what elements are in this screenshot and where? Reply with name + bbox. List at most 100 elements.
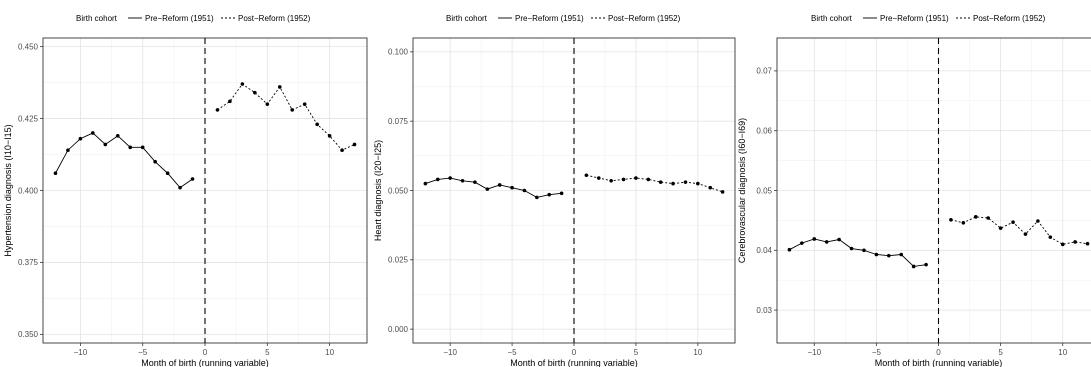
y-tick-label: 0.06 <box>756 126 772 135</box>
chart-panel-1: −10 −5 0 5 10 0.350 0.375 0.400 0.425 0.450 Month … <box>3 14 368 367</box>
data-point <box>949 218 953 222</box>
data-point <box>547 192 552 197</box>
y-tick-label: 0.375 <box>18 258 39 267</box>
x-tick-label: −10 <box>74 348 88 357</box>
data-point <box>998 226 1003 230</box>
data-point <box>510 185 514 190</box>
y-tick-label: 0.04 <box>756 246 772 255</box>
data-point <box>153 159 157 164</box>
legend-title: Birth cohort <box>811 14 853 23</box>
x-tick-label: 0 <box>203 348 208 357</box>
data-point <box>435 177 440 182</box>
data-point <box>448 176 452 180</box>
data-point <box>1073 240 1077 244</box>
y-axis-title: Cerebrovascular diagnosis (I60−I69) <box>737 118 747 263</box>
data-point <box>53 171 58 176</box>
x-tick-label: −10 <box>443 348 457 357</box>
series-line-post-reform <box>217 83 355 151</box>
data-point <box>315 122 319 127</box>
data-point <box>924 262 928 267</box>
data-point <box>1023 232 1028 236</box>
data-point <box>849 246 854 251</box>
legend-entry-pre-reform: Pre−Reform (1951) <box>515 14 584 23</box>
data-point <box>658 180 663 184</box>
data-point <box>961 220 966 225</box>
x-tick-label: 0 <box>936 348 941 357</box>
series-line-pre-reform <box>55 132 193 189</box>
x-tick-label: 10 <box>1058 348 1067 357</box>
data-point <box>899 252 904 257</box>
data-point <box>696 181 700 186</box>
data-point <box>862 248 866 253</box>
data-point <box>1060 242 1065 247</box>
data-point <box>253 90 257 95</box>
data-point <box>190 177 195 181</box>
data-point <box>140 145 145 150</box>
data-point <box>837 237 841 242</box>
data-point <box>91 131 95 135</box>
y-tick-label: 0.075 <box>388 117 409 126</box>
data-point <box>115 134 120 138</box>
data-point <box>485 187 490 191</box>
legend-entry-post-reform: Post−Reform (1952) <box>238 14 311 23</box>
x-tick-label: 10 <box>693 348 702 357</box>
data-point <box>423 181 428 186</box>
x-tick-label: 5 <box>998 348 1003 357</box>
data-point <box>460 178 465 183</box>
x-tick-label: −5 <box>508 348 518 357</box>
x-tick-label: 0 <box>572 348 577 357</box>
data-point <box>596 176 601 180</box>
data-point <box>66 148 70 153</box>
data-point <box>327 134 332 138</box>
y-tick-label: 0.100 <box>388 48 409 57</box>
legend-entry-post-reform: Post−Reform (1952) <box>608 14 681 23</box>
x-tick-label: 10 <box>325 348 334 357</box>
y-tick-label: 0.025 <box>388 256 409 265</box>
data-point <box>277 85 282 89</box>
data-point <box>352 142 357 147</box>
chart-panel-3: −10 −5 0 5 10 0.03 0.04 0.05 0.06 0.07 Month of bi… <box>737 14 1091 367</box>
data-point <box>787 247 792 252</box>
data-point <box>1085 241 1090 246</box>
data-point <box>340 148 344 153</box>
data-point <box>1048 235 1053 239</box>
data-point <box>800 241 804 245</box>
data-point <box>683 180 688 184</box>
legend: Birth cohort Pre−Reform (1951) Post−Reform… <box>446 14 681 23</box>
y-tick-label: 0.425 <box>18 114 39 123</box>
series-line-pre-reform <box>789 238 927 267</box>
y-tick-label: 0.450 <box>18 42 39 51</box>
x-tick-label: −5 <box>872 348 882 357</box>
data-point <box>1036 219 1040 223</box>
series-line-pre-reform <box>425 177 562 198</box>
data-point <box>887 253 891 258</box>
data-point <box>584 173 589 178</box>
data-point <box>228 99 232 104</box>
data-point <box>128 145 133 150</box>
x-tick-label: −10 <box>807 348 821 357</box>
data-point <box>973 215 978 219</box>
y-tick-label: 0.05 <box>756 186 772 195</box>
y-axis-title: Heart diagnosis (I20−I25) <box>373 140 383 241</box>
x-axis-title: Month of birth (running variable) <box>141 358 269 367</box>
data-point <box>824 240 829 244</box>
data-point <box>522 188 527 193</box>
x-tick-label: −5 <box>138 348 148 357</box>
series-line-post-reform <box>586 174 723 193</box>
data-point <box>559 191 564 196</box>
data-point <box>215 108 220 112</box>
data-point <box>621 177 626 182</box>
legend-entry-post-reform: Post−Reform (1952) <box>973 14 1046 23</box>
y-tick-label: 0.400 <box>18 186 39 195</box>
data-point <box>986 216 990 220</box>
legend-entry-pre-reform: Pre−Reform (1951) <box>880 14 949 23</box>
y-tick-label: 0.050 <box>388 186 409 195</box>
y-tick-label: 0.000 <box>388 325 409 334</box>
data-point <box>671 181 675 186</box>
x-tick-label: 5 <box>265 348 270 357</box>
data-point <box>1011 220 1015 224</box>
legend-title: Birth cohort <box>446 14 488 23</box>
data-point <box>609 178 613 183</box>
data-point <box>265 102 270 106</box>
